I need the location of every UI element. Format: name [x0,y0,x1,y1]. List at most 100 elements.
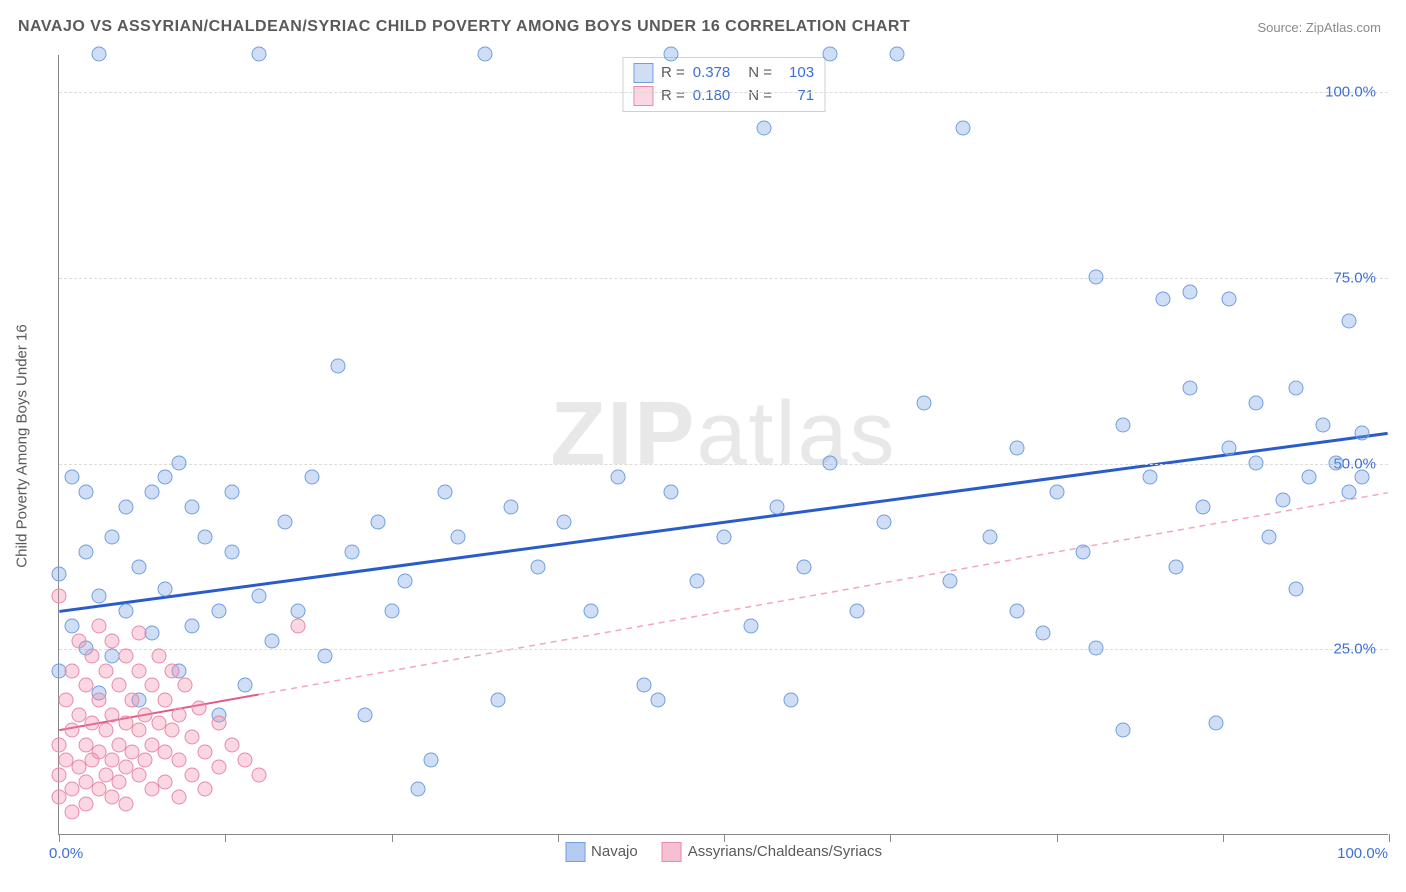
scatter-point [1182,284,1197,299]
scatter-point [477,47,492,62]
source-link[interactable]: ZipAtlas.com [1306,20,1381,35]
scatter-point [1249,455,1264,470]
scatter-point [584,604,599,619]
scatter-point [118,500,133,515]
scatter-point [185,730,200,745]
legend-r-label: R = [661,62,685,85]
scatter-point [118,604,133,619]
scatter-point [956,121,971,136]
scatter-point [357,708,372,723]
scatter-point [185,767,200,782]
scatter-point [1275,492,1290,507]
scatter-point [1089,641,1104,656]
scatter-point [1036,626,1051,641]
scatter-point [251,767,266,782]
scatter-point [145,678,160,693]
scatter-point [278,515,293,530]
scatter-point [823,455,838,470]
scatter-point [411,782,426,797]
scatter-point [165,723,180,738]
scatter-point [264,633,279,648]
legend-r-label: R = [661,85,685,108]
gridline [59,464,1388,465]
scatter-point [211,760,226,775]
plot-area: ZIPatlas R = 0.378 N = 103 R = 0.180 N =… [58,55,1388,835]
scatter-point [1302,470,1317,485]
scatter-point [65,619,80,634]
scatter-point [371,515,386,530]
scatter-point [1262,529,1277,544]
source-prefix: Source: [1257,20,1305,35]
scatter-point [1142,470,1157,485]
scatter-point [91,693,106,708]
scatter-point [318,648,333,663]
scatter-point [224,737,239,752]
scatter-point [238,752,253,767]
x-tick [558,834,559,842]
scatter-point [490,693,505,708]
scatter-point [796,559,811,574]
scatter-point [171,752,186,767]
scatter-point [770,500,785,515]
scatter-point [1249,396,1264,411]
scatter-point [131,663,146,678]
scatter-point [1049,485,1064,500]
watermark-rest: atlas [696,384,896,484]
scatter-point [743,619,758,634]
scatter-point [1222,292,1237,307]
scatter-point [1169,559,1184,574]
scatter-point [424,752,439,767]
scatter-point [1155,292,1170,307]
scatter-point [138,752,153,767]
source-attribution: Source: ZipAtlas.com [1257,20,1381,35]
scatter-point [1009,604,1024,619]
x-tick [392,834,393,842]
scatter-point [198,745,213,760]
x-tick [724,834,725,842]
scatter-point [131,767,146,782]
scatter-point [916,396,931,411]
scatter-point [1355,470,1370,485]
scatter-point [105,529,120,544]
scatter-point [111,678,126,693]
scatter-point [1342,314,1357,329]
scatter-point [238,678,253,693]
scatter-point [304,470,319,485]
scatter-point [131,626,146,641]
scatter-point [291,604,306,619]
scatter-point [610,470,625,485]
scatter-point [1209,715,1224,730]
scatter-point [557,515,572,530]
legend-series-label: Assyrians/Chaldeans/Syriacs [688,843,882,860]
scatter-point [131,559,146,574]
scatter-point [783,693,798,708]
scatter-point [145,626,160,641]
scatter-point [171,708,186,723]
scatter-point [78,678,93,693]
scatter-point [1116,418,1131,433]
scatter-point [65,723,80,738]
legend-n-label: N = [748,85,772,108]
scatter-point [171,455,186,470]
scatter-point [756,121,771,136]
scatter-point [158,693,173,708]
scatter-point [52,589,67,604]
scatter-point [1089,269,1104,284]
legend-series: NavajoAssyrians/Chaldeans/Syriacs [565,842,882,862]
scatter-point [437,485,452,500]
x-tick-label-max: 100.0% [1337,845,1388,862]
legend-r-value: 0.180 [693,85,731,108]
legend-n-value: 103 [780,62,814,85]
scatter-point [165,663,180,678]
y-tick-label: 25.0% [1333,641,1376,658]
scatter-point [1342,485,1357,500]
scatter-point [451,529,466,544]
scatter-point [650,693,665,708]
legend-swatch [662,842,682,862]
scatter-point [663,47,678,62]
scatter-point [1328,455,1343,470]
x-tick [890,834,891,842]
scatter-point [185,500,200,515]
x-tick-label-min: 0.0% [49,845,83,862]
scatter-point [1288,581,1303,596]
